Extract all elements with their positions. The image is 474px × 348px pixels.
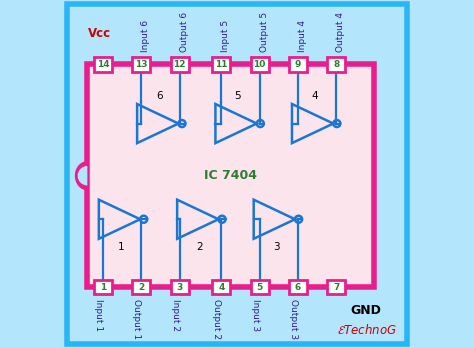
FancyBboxPatch shape: [132, 280, 150, 294]
Text: 6: 6: [295, 283, 301, 292]
Text: GND: GND: [350, 304, 381, 317]
Text: 3: 3: [273, 242, 280, 252]
Text: 12: 12: [173, 60, 186, 69]
Text: Input 6: Input 6: [141, 20, 150, 52]
Text: 6: 6: [156, 90, 163, 101]
FancyBboxPatch shape: [212, 280, 230, 294]
Text: 5: 5: [235, 90, 241, 101]
Text: Output 4: Output 4: [336, 12, 345, 52]
Text: 8: 8: [333, 60, 339, 69]
FancyBboxPatch shape: [327, 280, 345, 294]
Text: $\mathcal{E}$TechnoG: $\mathcal{E}$TechnoG: [337, 323, 397, 337]
FancyBboxPatch shape: [171, 57, 189, 72]
Wedge shape: [78, 166, 87, 185]
Text: Vcc: Vcc: [88, 27, 111, 40]
Text: 3: 3: [176, 283, 182, 292]
Text: Input 4: Input 4: [298, 20, 307, 52]
Text: Output 2: Output 2: [212, 299, 221, 339]
Text: IC 7404: IC 7404: [204, 169, 257, 182]
FancyBboxPatch shape: [94, 57, 112, 72]
Text: 10: 10: [254, 60, 266, 69]
Text: 13: 13: [135, 60, 147, 69]
Text: 14: 14: [97, 60, 109, 69]
Text: 2: 2: [196, 242, 203, 252]
FancyBboxPatch shape: [94, 280, 112, 294]
Text: Output 1: Output 1: [132, 299, 141, 339]
Text: Input 3: Input 3: [251, 299, 260, 331]
Text: 11: 11: [215, 60, 228, 69]
Text: 4: 4: [311, 90, 318, 101]
Text: 5: 5: [256, 283, 263, 292]
FancyBboxPatch shape: [289, 57, 307, 72]
Text: Output 6: Output 6: [180, 12, 189, 52]
FancyBboxPatch shape: [171, 280, 189, 294]
FancyBboxPatch shape: [132, 57, 150, 72]
Text: Input 2: Input 2: [171, 299, 180, 331]
Text: 9: 9: [295, 60, 301, 69]
FancyBboxPatch shape: [251, 280, 269, 294]
FancyBboxPatch shape: [212, 57, 230, 72]
Text: 7: 7: [333, 283, 339, 292]
FancyBboxPatch shape: [251, 57, 269, 72]
FancyBboxPatch shape: [67, 4, 407, 344]
Text: Input 1: Input 1: [94, 299, 103, 331]
Text: Output 5: Output 5: [260, 12, 269, 52]
Text: 1: 1: [100, 283, 106, 292]
Text: Input 5: Input 5: [221, 20, 230, 52]
Text: 1: 1: [118, 242, 125, 252]
FancyBboxPatch shape: [87, 64, 374, 287]
FancyBboxPatch shape: [327, 57, 345, 72]
FancyBboxPatch shape: [289, 280, 307, 294]
Text: 4: 4: [218, 283, 225, 292]
Text: Output 3: Output 3: [289, 299, 298, 339]
Text: 2: 2: [138, 283, 145, 292]
